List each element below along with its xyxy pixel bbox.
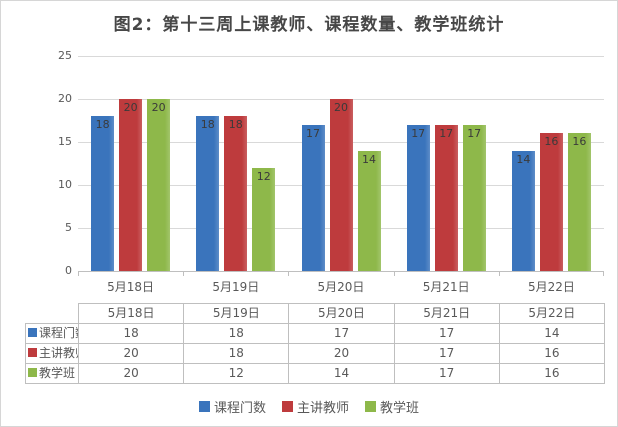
bar-data-label: 20	[123, 101, 138, 114]
plot-area: 0 5 10 15 20 25 18 20 20 18 18 12 17 20 14 17 17 17 14 16 16	[58, 49, 604, 277]
x-axis-labels: 5月18日 5月19日 5月20日 5月21日 5月22日	[78, 278, 604, 294]
legend-label: 主讲教师	[296, 401, 349, 416]
data-table-header-row: 5月18日 5月19日 5月20日 5月21日 5月22日	[26, 303, 605, 324]
y-tick-label: 25	[58, 49, 72, 62]
bar-data-label: 17	[306, 126, 320, 140]
series-key-icon	[28, 328, 37, 337]
x-axis-tick	[288, 271, 290, 276]
data-table-value-cell: 17	[393, 363, 500, 384]
y-tick-label: 20	[58, 92, 72, 105]
data-table-value-cell: 14	[288, 363, 395, 384]
data-table-date-header: 5月18日	[77, 303, 185, 324]
bar-教学班-5月19日: 12	[252, 167, 276, 271]
legend-item-课程门数: 课程门数	[198, 397, 266, 416]
series-key-icon	[28, 348, 37, 357]
gridline	[78, 56, 604, 57]
bar-教学班-5月20日: 14	[357, 150, 381, 271]
data-table-date-header: 5月21日	[393, 303, 500, 324]
legend-item-教学班: 教学班	[365, 397, 419, 416]
bar-主讲教师-5月20日: 20	[329, 99, 353, 271]
bar-主讲教师-5月21日: 17	[434, 124, 458, 271]
data-table-value-cell: 16	[498, 343, 605, 364]
bar-data-label: 17	[411, 126, 426, 140]
data-table-row-主讲教师: 主讲教师2018201716	[25, 343, 605, 364]
data-table-value-cell: 17	[393, 343, 500, 364]
data-table-value-cell: 17	[288, 323, 395, 344]
y-tick-label: 0	[65, 264, 72, 277]
x-axis-tick	[393, 271, 395, 276]
bar-data-label: 20	[334, 101, 348, 114]
data-table-date-header: 5月20日	[288, 303, 395, 324]
chart-title: 图2：第十三周上课教师、课程数量、教学班统计	[113, 15, 505, 35]
x-axis-label: 5月22日	[527, 280, 575, 294]
data-table-row-教学班: 教学班 20 12 14 17 16	[25, 363, 605, 384]
chart-legend: 课程门数 主讲教师 教学班	[1, 397, 617, 416]
data-table-value-cell: 18	[77, 323, 185, 344]
legend-item-主讲教师: 主讲教师	[281, 397, 349, 416]
data-table-value-cell: 18	[183, 343, 290, 364]
x-axis-tick	[78, 271, 79, 276]
data-table-corner-cell	[26, 304, 79, 324]
bar-data-label: 18	[200, 118, 215, 132]
data-table-row-课程门数: 课程门数1818171714	[25, 323, 605, 344]
data-table-value-cell: 18	[183, 323, 290, 344]
bar-课程门数-5月18日: 18	[91, 116, 115, 271]
x-axis-line	[78, 271, 604, 272]
x-axis-tick	[183, 271, 185, 276]
data-table-series-label: 课程门数	[25, 323, 79, 344]
legend-label: 教学班	[380, 401, 420, 416]
bar-主讲教师-5月19日: 18	[224, 116, 248, 271]
bar-课程门数-5月22日: 14	[511, 150, 535, 271]
data-table-series-label: 主讲教师	[25, 343, 79, 364]
bar-data-label: 14	[516, 152, 531, 166]
x-axis-label: 5月18日	[107, 280, 155, 294]
x-axis-label: 5月21日	[422, 280, 470, 294]
data-table-value-cell: 17	[393, 323, 500, 344]
bar-data-label: 18	[228, 118, 243, 132]
bar-data-label: 16	[544, 135, 559, 149]
bar-data-label: 17	[467, 126, 482, 140]
data-table-value-cell: 16	[498, 363, 605, 384]
bar-data-label: 12	[256, 169, 271, 183]
bar-主讲教师-5月22日: 16	[539, 133, 563, 271]
bar-教学班-5月18日: 20	[147, 99, 171, 271]
bar-教学班-5月22日: 16	[567, 133, 591, 271]
data-table-series-label: 教学班	[25, 363, 79, 384]
bar-课程门数-5月19日: 18	[196, 116, 220, 271]
legend-swatch-icon	[281, 401, 293, 412]
bar-data-label: 14	[362, 152, 376, 166]
data-table-value-cell: 12	[183, 363, 290, 384]
bar-data-label: 17	[439, 126, 454, 140]
x-axis-tick	[603, 271, 604, 276]
y-tick-label: 10	[58, 178, 72, 191]
data-table-value-cell: 20	[77, 363, 185, 384]
legend-label: 课程门数	[213, 401, 266, 416]
bar-data-label: 18	[95, 118, 110, 132]
data-table-body: 课程门数1818171714主讲教师2018201716教学班201214171…	[25, 323, 605, 384]
bar-课程门数-5月20日: 17	[301, 124, 325, 271]
data-table-date-header: 5月22日	[498, 303, 605, 324]
legend-swatch-icon	[198, 401, 210, 412]
series-key-icon	[28, 368, 37, 377]
data-table-value-cell: 20	[77, 343, 185, 364]
x-axis-label: 5月19日	[212, 280, 260, 294]
bar-data-label: 20	[151, 101, 166, 114]
data-table-head: 5月18日 5月19日 5月20日 5月21日 5月22日	[26, 303, 605, 324]
x-axis-tick	[498, 271, 500, 276]
data-table-value-cell: 14	[498, 323, 605, 344]
y-tick-label: 15	[58, 135, 72, 148]
bar-data-label: 16	[572, 135, 587, 149]
bar-教学班-5月21日: 17	[462, 124, 486, 271]
data-table-date-header: 5月19日	[183, 303, 290, 324]
bar-课程门数-5月21日: 17	[406, 124, 430, 271]
y-tick-label: 5	[65, 221, 72, 234]
data-table-value-cell: 20	[288, 343, 395, 364]
x-axis-label: 5月20日	[317, 280, 365, 294]
legend-swatch-icon	[365, 401, 376, 412]
bar-主讲教师-5月18日: 20	[119, 99, 143, 271]
